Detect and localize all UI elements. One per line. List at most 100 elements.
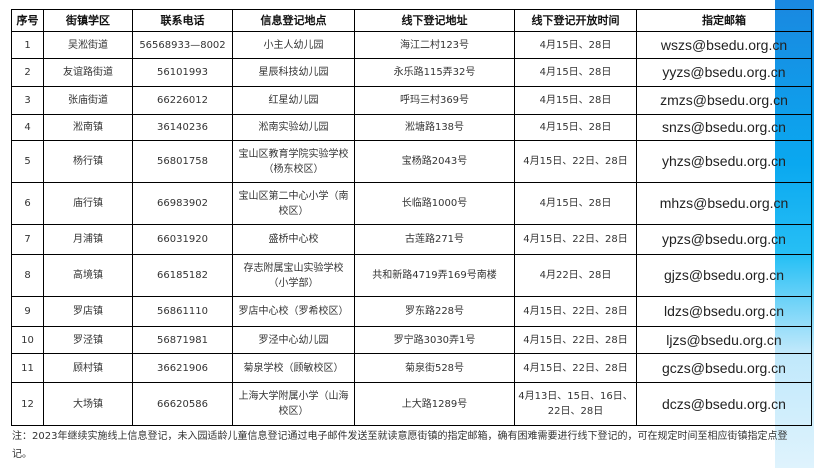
header-cell: 序号: [11, 9, 44, 32]
header-cell: 街镇学区: [43, 9, 133, 32]
email-cell[interactable]: dczs@bsedu.org.cn: [636, 382, 812, 426]
open-dates-cell: 4月15日、28日: [514, 114, 637, 141]
email-cell[interactable]: ypzs@bsedu.org.cn: [636, 224, 812, 255]
table-row: 4 淞南镇 36140236 淞南实验幼儿园 淞塘路138号 4月15日、28日 snzs@…: [11, 114, 812, 141]
email-cell[interactable]: snzs@bsedu.org.cn: [636, 114, 812, 141]
header-cell: 指定邮箱: [636, 9, 812, 32]
phone-cell: 56871981: [132, 326, 233, 354]
phone-cell: 66226012: [132, 86, 233, 115]
open-dates-cell: 4月15日、22日、28日: [514, 224, 637, 255]
registration-site-cell: 星辰科技幼儿园: [232, 58, 355, 87]
offline-address-cell: 菊泉街528号: [354, 353, 515, 383]
offline-address-cell: 淞塘路138号: [354, 114, 515, 141]
footnote: 注：2023年继续实施线上信息登记，未入园适龄儿童信息登记通过电子邮件发送至就读…: [12, 431, 788, 460]
table-row: 10 罗泾镇 56871981 罗泾中心幼儿园 罗宁路3030弄1号 4月15日、22日、…: [11, 326, 812, 354]
registration-site-cell: 宝山区第二中心小学（南校区）: [232, 182, 355, 225]
district-cell: 张庙街道: [43, 86, 133, 115]
district-cell: 杨行镇: [43, 140, 133, 183]
registration-site-cell: 淞南实验幼儿园: [232, 114, 355, 141]
district-cell: 大场镇: [43, 382, 133, 426]
phone-cell: 66185182: [132, 254, 233, 297]
row-number-cell: 1: [11, 31, 44, 59]
registration-site-cell: 罗泾中心幼儿园: [232, 326, 355, 354]
header-cell: 信息登记地点: [232, 9, 355, 32]
row-number-cell: 10: [11, 326, 44, 354]
table-row: 5 杨行镇 56801758 宝山区教育学院实验学校（杨东校区） 宝杨路2043号 4月1…: [11, 140, 812, 183]
phone-cell: 36621906: [132, 353, 233, 383]
district-cell: 顾村镇: [43, 353, 133, 383]
table-row: 11 顾村镇 36621906 菊泉学校（顾敏校区） 菊泉街528号 4月15日、22日、…: [11, 353, 812, 383]
row-number-cell: 9: [11, 296, 44, 327]
offline-address-cell: 共和新路4719弄169号南楼: [354, 254, 515, 297]
phone-cell: 66620586: [132, 382, 233, 426]
open-dates-cell: 4月15日、22日、28日: [514, 353, 637, 383]
registration-site-cell: 红星幼儿园: [232, 86, 355, 115]
row-number-cell: 12: [11, 382, 44, 426]
row-number-cell: 7: [11, 224, 44, 255]
district-cell: 月浦镇: [43, 224, 133, 255]
open-dates-cell: 4月13日、15日、16日、22日、28日: [514, 382, 637, 426]
row-number-cell: 6: [11, 182, 44, 225]
phone-cell: 56568933—8002: [132, 31, 233, 59]
row-number-cell: 4: [11, 114, 44, 141]
email-cell[interactable]: gczs@bsedu.org.cn: [636, 353, 812, 383]
table-row: 1 吴淞街道 56568933—8002 小主人幼儿园 海江二村123号 4月15日、28…: [11, 31, 812, 59]
open-dates-cell: 4月15日、28日: [514, 58, 637, 87]
row-number-cell: 3: [11, 86, 44, 115]
row-number-cell: 5: [11, 140, 44, 183]
header-cell: 线下登记开放时间: [514, 9, 637, 32]
open-dates-cell: 4月15日、22日、28日: [514, 140, 637, 183]
registration-site-cell: 小主人幼儿园: [232, 31, 355, 59]
district-cell: 淞南镇: [43, 114, 133, 141]
phone-cell: 66031920: [132, 224, 233, 255]
offline-address-cell: 呼玛三村369号: [354, 86, 515, 115]
email-cell[interactable]: ldzs@bsedu.org.cn: [636, 296, 812, 327]
registration-site-cell: 菊泉学校（顾敏校区）: [232, 353, 355, 383]
open-dates-cell: 4月15日、22日、28日: [514, 296, 637, 327]
header-cell: 线下登记地址: [354, 9, 515, 32]
registration-site-cell: 罗店中心校（罗希校区）: [232, 296, 355, 327]
email-cell[interactable]: wszs@bsedu.org.cn: [636, 31, 812, 59]
district-cell: 友谊路街道: [43, 58, 133, 87]
offline-address-cell: 宝杨路2043号: [354, 140, 515, 183]
open-dates-cell: 4月15日、28日: [514, 182, 637, 225]
offline-address-cell: 上大路1289号: [354, 382, 515, 426]
open-dates-cell: 4月15日、28日: [514, 86, 637, 115]
email-cell[interactable]: gjzs@bsedu.org.cn: [636, 254, 812, 297]
open-dates-cell: 4月15日、22日、28日: [514, 326, 637, 354]
offline-address-cell: 罗东路228号: [354, 296, 515, 327]
district-cell: 吴淞街道: [43, 31, 133, 59]
district-cell: 罗泾镇: [43, 326, 133, 354]
phone-cell: 56861110: [132, 296, 233, 327]
email-cell[interactable]: yyzs@bsedu.org.cn: [636, 58, 812, 87]
email-cell[interactable]: ljzs@bsedu.org.cn: [636, 326, 812, 354]
offline-address-cell: 罗宁路3030弄1号: [354, 326, 515, 354]
phone-cell: 36140236: [132, 114, 233, 141]
district-cell: 庙行镇: [43, 182, 133, 225]
registration-site-cell: 宝山区教育学院实验学校（杨东校区）: [232, 140, 355, 183]
row-number-cell: 2: [11, 58, 44, 87]
offline-address-cell: 永乐路115弄32号: [354, 58, 515, 87]
table-row: 7 月浦镇 66031920 盛桥中心校 古莲路271号 4月15日、22日、28日 ypz…: [11, 224, 812, 255]
table-row: 9 罗店镇 56861110 罗店中心校（罗希校区） 罗东路228号 4月15日、22日、…: [11, 296, 812, 327]
registration-table: 序号 街镇学区 联系电话 信息登记地点 线下登记地址 线下登记开放时间 指定邮箱…: [11, 9, 812, 426]
open-dates-cell: 4月22日、28日: [514, 254, 637, 297]
table-row: 12 大场镇 66620586 上海大学附属小学（山海校区） 上大路1289号 4月13日…: [11, 382, 812, 426]
open-dates-cell: 4月15日、28日: [514, 31, 637, 59]
email-cell[interactable]: zmzs@bsedu.org.cn: [636, 86, 812, 115]
offline-address-cell: 长临路1000号: [354, 182, 515, 225]
table-row: 8 高境镇 66185182 存志附属宝山实验学校（小学部） 共和新路4719弄169号…: [11, 254, 812, 297]
offline-address-cell: 古莲路271号: [354, 224, 515, 255]
table-row: 2 友谊路街道 56101993 星辰科技幼儿园 永乐路115弄32号 4月15日、28日…: [11, 58, 812, 87]
table-row: 3 张庙街道 66226012 红星幼儿园 呼玛三村369号 4月15日、28日 zmzs@…: [11, 86, 812, 115]
header-cell: 联系电话: [132, 9, 233, 32]
offline-address-cell: 海江二村123号: [354, 31, 515, 59]
email-cell[interactable]: mhzs@bsedu.org.cn: [636, 182, 812, 225]
phone-cell: 56101993: [132, 58, 233, 87]
phone-cell: 56801758: [132, 140, 233, 183]
registration-site-cell: 上海大学附属小学（山海校区）: [232, 382, 355, 426]
registration-site-cell: 存志附属宝山实验学校（小学部）: [232, 254, 355, 297]
email-cell[interactable]: yhzs@bsedu.org.cn: [636, 140, 812, 183]
header-row: 序号 街镇学区 联系电话 信息登记地点 线下登记地址 线下登记开放时间 指定邮箱: [11, 9, 812, 32]
district-cell: 高境镇: [43, 254, 133, 297]
